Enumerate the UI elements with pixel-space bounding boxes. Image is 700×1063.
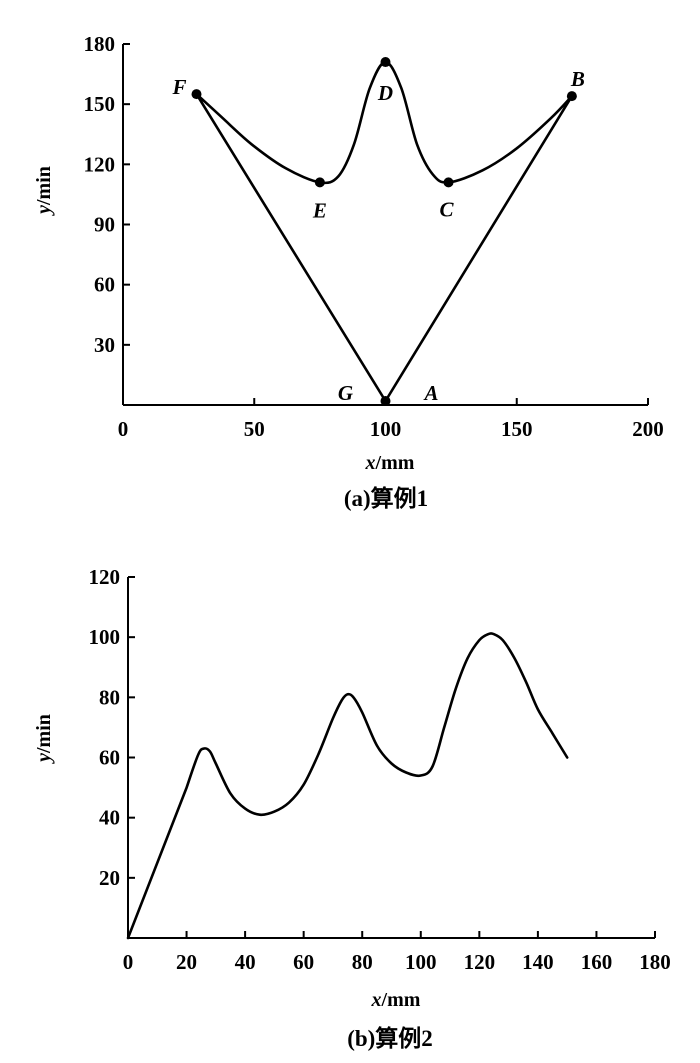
chart-b: 0 20 40 60 80 100 120 140 160 180 20 40 60 80 100 120 y… [33,565,671,1051]
x-tick-label: 160 [581,950,613,974]
y-tick-label: 20 [99,866,120,890]
x-tick-label: 80 [352,950,373,974]
x-tick-label: 100 [405,950,437,974]
x-tick-label: 120 [464,950,496,974]
point-b-marker [566,91,577,102]
x-tick-label: 0 [123,950,134,974]
y-tick-label: 40 [99,806,120,830]
chart-b-y-axis-label: y/min [33,714,55,764]
x-tick-label: 0 [118,417,129,441]
point-f-marker [191,89,202,100]
point-e-label: E [312,198,327,222]
point-f-label: F [171,75,186,99]
y-tick-label: 120 [89,565,121,589]
chart-a-y-axis-label: y/min [33,166,55,216]
y-tick-label: 30 [94,333,115,357]
point-c-marker [443,177,454,188]
y-tick-label: 60 [99,746,120,770]
x-tick-label: 60 [293,950,314,974]
x-tick-label: 100 [370,417,402,441]
x-tick-label: 20 [176,950,197,974]
chart-a-x-axis-label: x/mm [365,452,415,474]
chart-a-caption: (a)算例1 [344,485,428,511]
point-d-label: D [377,81,393,105]
point-a-label: A [422,381,438,405]
point-g-label: G [338,381,353,405]
chart-a: 0 50 100 150 200 30 60 90 120 150 180 A B C D E F G y/mi… [33,32,664,511]
y-tick-label: 150 [84,92,116,116]
x-tick-label: 50 [244,417,265,441]
point-b-label: B [570,67,585,91]
x-tick-label: 40 [235,950,256,974]
y-tick-label: 80 [99,685,120,709]
chart-b-curve [126,632,569,940]
chart-b-caption: (b)算例2 [347,1025,433,1051]
point-a-marker [380,395,391,406]
y-tick-label: 60 [94,273,115,297]
chart-a-curve [195,60,574,403]
point-d-marker [380,57,391,68]
x-tick-label: 150 [501,417,533,441]
y-tick-label: 180 [84,32,116,56]
x-tick-label: 180 [639,950,671,974]
y-tick-label: 100 [89,625,121,649]
chart-b-axes [127,577,655,939]
point-c-label: C [439,197,454,221]
x-tick-label: 140 [522,950,554,974]
y-tick-label: 120 [84,152,116,176]
x-tick-label: 200 [632,417,664,441]
y-tick-label: 90 [94,213,115,237]
chart-b-x-axis-label: x/mm [371,989,421,1011]
point-e-marker [314,177,325,188]
